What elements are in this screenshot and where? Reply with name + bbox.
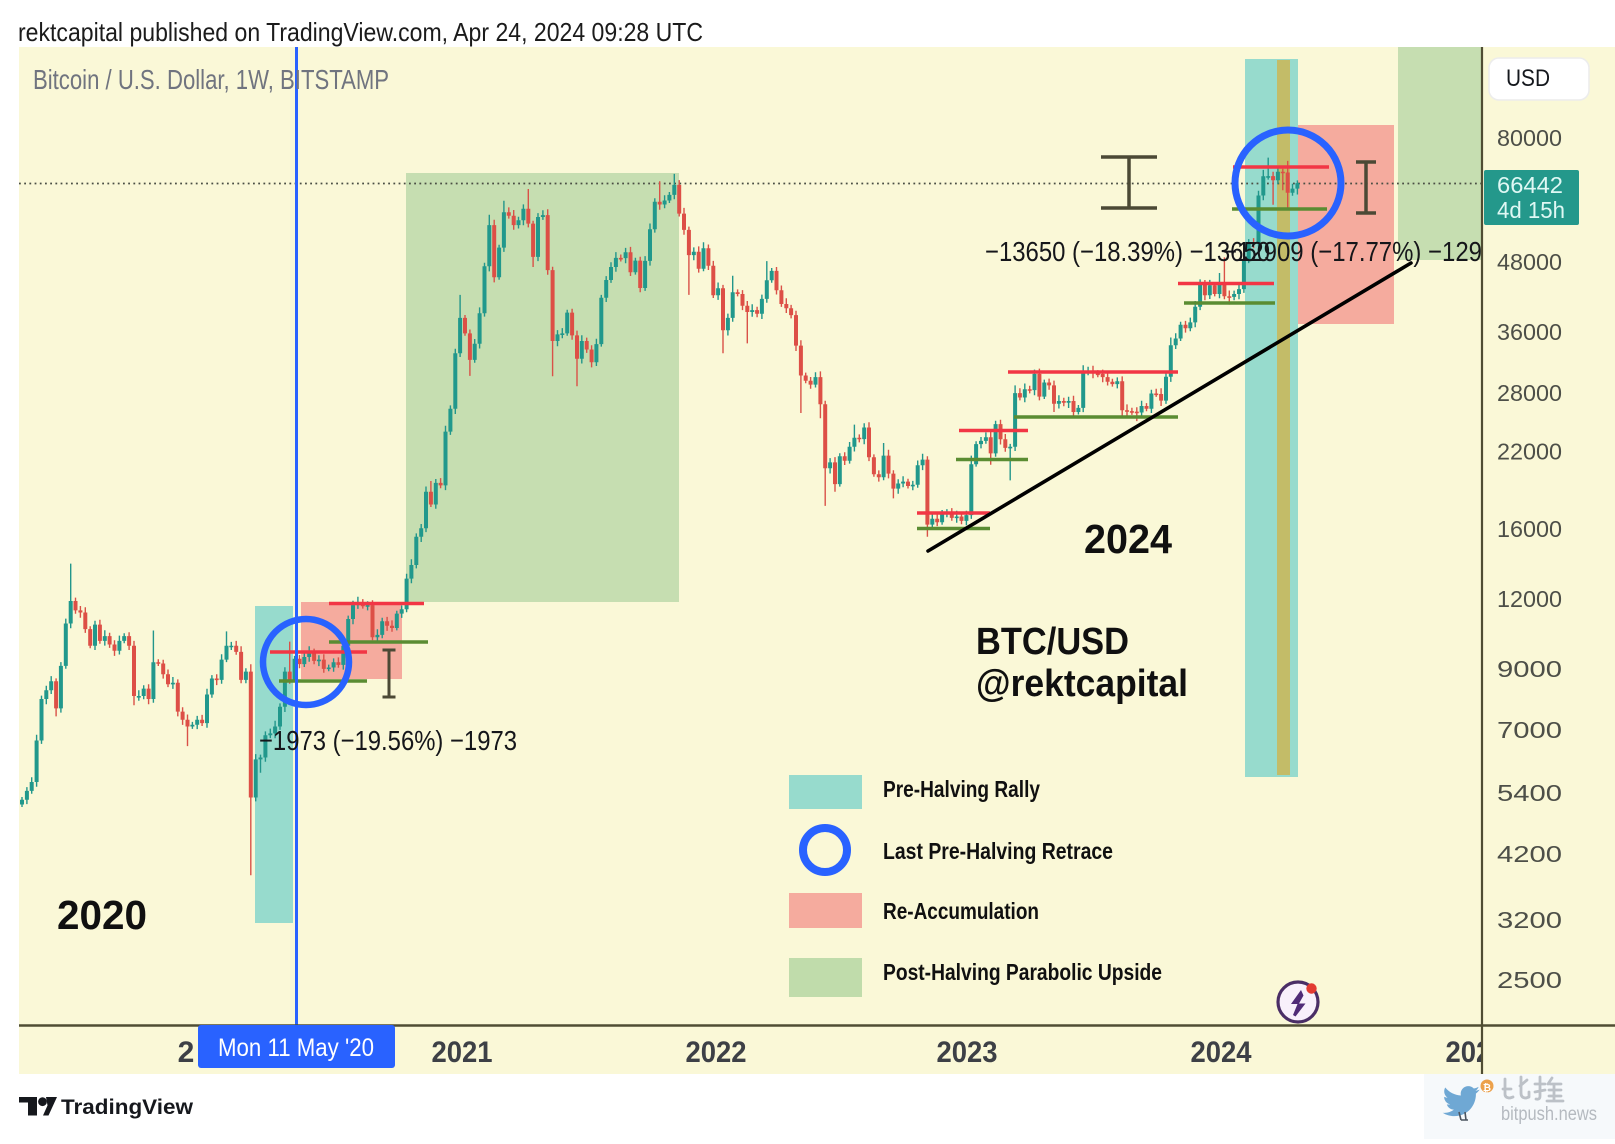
svg-text:2: 2 bbox=[178, 1036, 195, 1069]
svg-text:USD: USD bbox=[1506, 65, 1550, 92]
svg-text:₿: ₿ bbox=[1483, 1082, 1491, 1094]
svg-text:16000: 16000 bbox=[1497, 516, 1562, 542]
svg-text:28000: 28000 bbox=[1497, 380, 1562, 406]
svg-text:TradingView: TradingView bbox=[61, 1096, 194, 1119]
svg-text:−12909 (−17.77%) −129: −12909 (−17.77%) −129 bbox=[1223, 236, 1482, 267]
svg-text:9000: 9000 bbox=[1497, 656, 1562, 682]
svg-text:BTC/USD: BTC/USD bbox=[976, 621, 1129, 663]
svg-text:4200: 4200 bbox=[1497, 841, 1562, 867]
svg-text:80000: 80000 bbox=[1497, 125, 1562, 151]
svg-text:Mon 11 May '20: Mon 11 May '20 bbox=[218, 1034, 374, 1062]
svg-text:Pre-Halving Rally: Pre-Halving Rally bbox=[883, 776, 1040, 802]
svg-text:3200: 3200 bbox=[1497, 907, 1562, 933]
svg-text:5400: 5400 bbox=[1497, 780, 1562, 806]
svg-text:Bitcoin / U.S. Dollar, 1W, BIT: Bitcoin / U.S. Dollar, 1W, BITSTAMP bbox=[33, 64, 389, 95]
svg-text:Post-Halving Parabolic Upside: Post-Halving Parabolic Upside bbox=[883, 959, 1162, 985]
svg-text:−1973 (−19.56%) −1973: −1973 (−19.56%) −1973 bbox=[259, 725, 517, 756]
svg-text:bitpush.news: bitpush.news bbox=[1501, 1104, 1597, 1125]
svg-text:Re-Accumulation: Re-Accumulation bbox=[883, 898, 1039, 924]
svg-text:7000: 7000 bbox=[1497, 717, 1562, 743]
svg-text:48000: 48000 bbox=[1497, 249, 1562, 275]
svg-text:2023: 2023 bbox=[937, 1036, 998, 1069]
svg-text:4d 15h: 4d 15h bbox=[1497, 197, 1565, 223]
svg-text:2500: 2500 bbox=[1497, 967, 1562, 993]
svg-text:−13650 (−18.39%) −13650: −13650 (−18.39%) −13650 bbox=[985, 236, 1270, 267]
svg-text:2025: 2025 bbox=[1446, 1036, 1507, 1069]
svg-text:2024: 2024 bbox=[1191, 1036, 1252, 1069]
svg-text:2020: 2020 bbox=[57, 892, 147, 938]
svg-text:66442: 66442 bbox=[1497, 172, 1563, 198]
svg-text:12000: 12000 bbox=[1497, 586, 1562, 612]
svg-text:2021: 2021 bbox=[432, 1036, 493, 1069]
svg-text:rektcapital published on Tradi: rektcapital published on TradingView.com… bbox=[18, 17, 703, 47]
svg-text:@rektcapital: @rektcapital bbox=[976, 663, 1188, 705]
svg-text:22000: 22000 bbox=[1497, 439, 1562, 465]
svg-text:2024: 2024 bbox=[1084, 516, 1172, 562]
svg-text:Last Pre-Halving Retrace: Last Pre-Halving Retrace bbox=[883, 838, 1113, 864]
svg-text:2022: 2022 bbox=[686, 1036, 747, 1069]
svg-text:36000: 36000 bbox=[1497, 319, 1562, 345]
